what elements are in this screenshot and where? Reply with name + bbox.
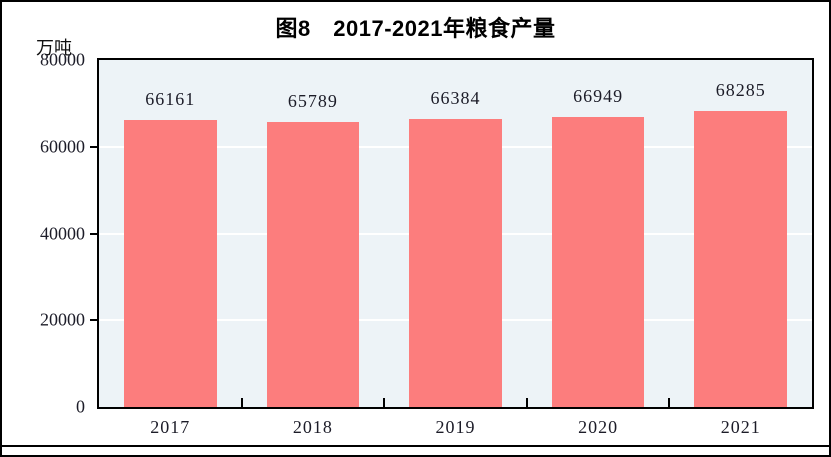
y-axis-label-20000: 20000	[40, 309, 85, 330]
category-slot-2018: 65789	[242, 60, 385, 407]
x-axis-label-2020: 2020	[578, 417, 619, 437]
y-axis-tick-60000	[90, 145, 99, 148]
x-axis-label-2018: 2018	[292, 417, 333, 437]
plot-area: 0 20000 40000 60000 80000 2017 66161 2018 65789 2…	[40, 50, 814, 437]
bar-value-label-2017: 66161	[145, 89, 196, 110]
x-axis-label-2019: 2019	[435, 417, 476, 437]
category-slot-2021: 68285	[669, 60, 812, 407]
y-axis-label-80000: 80000	[40, 49, 85, 70]
bar-value-label-2018: 65789	[287, 90, 338, 111]
x-axis-tick-4	[668, 398, 671, 407]
y-axis-tick-20000	[90, 319, 99, 322]
x-axis-tick-1	[240, 398, 243, 407]
bar-value-label-2019: 66384	[430, 88, 481, 109]
bar-2019	[409, 119, 502, 407]
bar-value-label-2020: 66949	[573, 85, 624, 106]
x-axis-tick-3	[525, 398, 528, 407]
y-axis-label-0: 0	[76, 396, 85, 417]
x-axis-label-2017: 2017	[150, 417, 191, 437]
category-slot-2020: 66949	[527, 60, 670, 407]
bar-2018	[266, 121, 360, 407]
figure-bottom-rule	[2, 445, 829, 447]
y-axis-label-40000: 40000	[40, 223, 85, 243]
category-slot-2017: 66161	[99, 60, 242, 407]
bar-2017	[123, 120, 217, 407]
category-slot-2019: 66384	[384, 60, 527, 407]
x-axis-label-2021: 2021	[720, 417, 761, 437]
bar-value-label-2021: 68285	[715, 79, 766, 100]
bar-2021	[694, 110, 788, 407]
bar-2020	[551, 116, 645, 407]
y-axis-unit-label: 万吨	[36, 38, 72, 58]
chart-title: 图8 2017-2021年粮食产量	[275, 16, 556, 41]
y-axis-tick-40000	[90, 232, 99, 235]
y-axis-label-60000: 60000	[40, 136, 85, 157]
x-axis-tick-2	[383, 398, 386, 407]
